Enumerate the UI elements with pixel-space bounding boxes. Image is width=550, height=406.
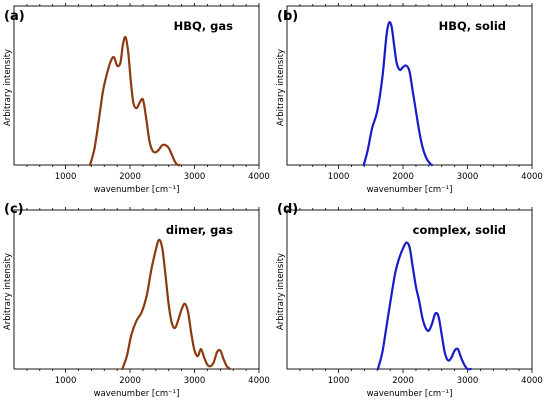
panel-label: (b)	[277, 9, 298, 24]
x-tick-label: 1000	[55, 172, 77, 182]
spectrum-line	[121, 238, 232, 371]
x-tick-label: 3000	[184, 376, 206, 386]
panel-label: (d)	[277, 202, 298, 217]
x-axis-label: wavenumber [cm⁻¹]	[367, 389, 453, 399]
panel-title: HBQ, solid	[439, 19, 506, 33]
x-tick-label: 2000	[392, 376, 414, 386]
y-axis-label: Arbitrary intensity	[276, 253, 286, 330]
x-axis-label: wavenumber [cm⁻¹]	[94, 389, 180, 399]
x-tick-label: 1000	[328, 172, 350, 182]
plot-frame	[286, 209, 533, 370]
panel-title: dimer, gas	[166, 223, 233, 237]
spectrum-line	[376, 241, 472, 371]
x-tick-label: 2000	[119, 172, 141, 182]
x-axis-label: wavenumber [cm⁻¹]	[94, 185, 180, 195]
spectrum-line	[362, 21, 434, 167]
panel-3: 1000 2000 3000 4000 wavenumber [cm⁻¹] Arbitra…	[276, 202, 543, 399]
panel-1: 1000 2000 3000 4000 wavenumber [cm⁻¹] Arbitra…	[276, 3, 543, 195]
spectrum-line	[88, 35, 181, 167]
panel-label: (a)	[4, 9, 25, 24]
x-tick-label: 4000	[248, 172, 270, 182]
plot-frame	[286, 5, 533, 166]
x-tick-label: 2000	[119, 376, 141, 386]
y-axis-label: Arbitrary intensity	[3, 253, 13, 330]
y-axis-label: Arbitrary intensity	[276, 49, 286, 126]
x-tick-label: 2000	[392, 172, 414, 182]
plot-frame	[13, 209, 260, 370]
x-tick-label: 4000	[521, 172, 543, 182]
x-tick-label: 1000	[55, 376, 77, 386]
x-tick-label: 3000	[457, 376, 479, 386]
x-axis-label: wavenumber [cm⁻¹]	[367, 185, 453, 195]
panel-title: HBQ, gas	[174, 19, 234, 33]
y-axis-label: Arbitrary intensity	[3, 49, 13, 126]
panel-0: 1000 2000 3000 4000 wavenumber [cm⁻¹] Arbitra…	[3, 3, 270, 195]
x-tick-label: 4000	[521, 376, 543, 386]
x-tick-label: 1000	[328, 376, 350, 386]
x-tick-label: 3000	[457, 172, 479, 182]
x-tick-label: 3000	[184, 172, 206, 182]
panel-title: complex, solid	[413, 223, 506, 237]
plot-frame	[13, 5, 260, 166]
panel-2: 1000 2000 3000 4000 wavenumber [cm⁻¹] Arbitra…	[3, 202, 270, 399]
panel-label: (c)	[4, 202, 24, 217]
x-tick-label: 4000	[248, 376, 270, 386]
